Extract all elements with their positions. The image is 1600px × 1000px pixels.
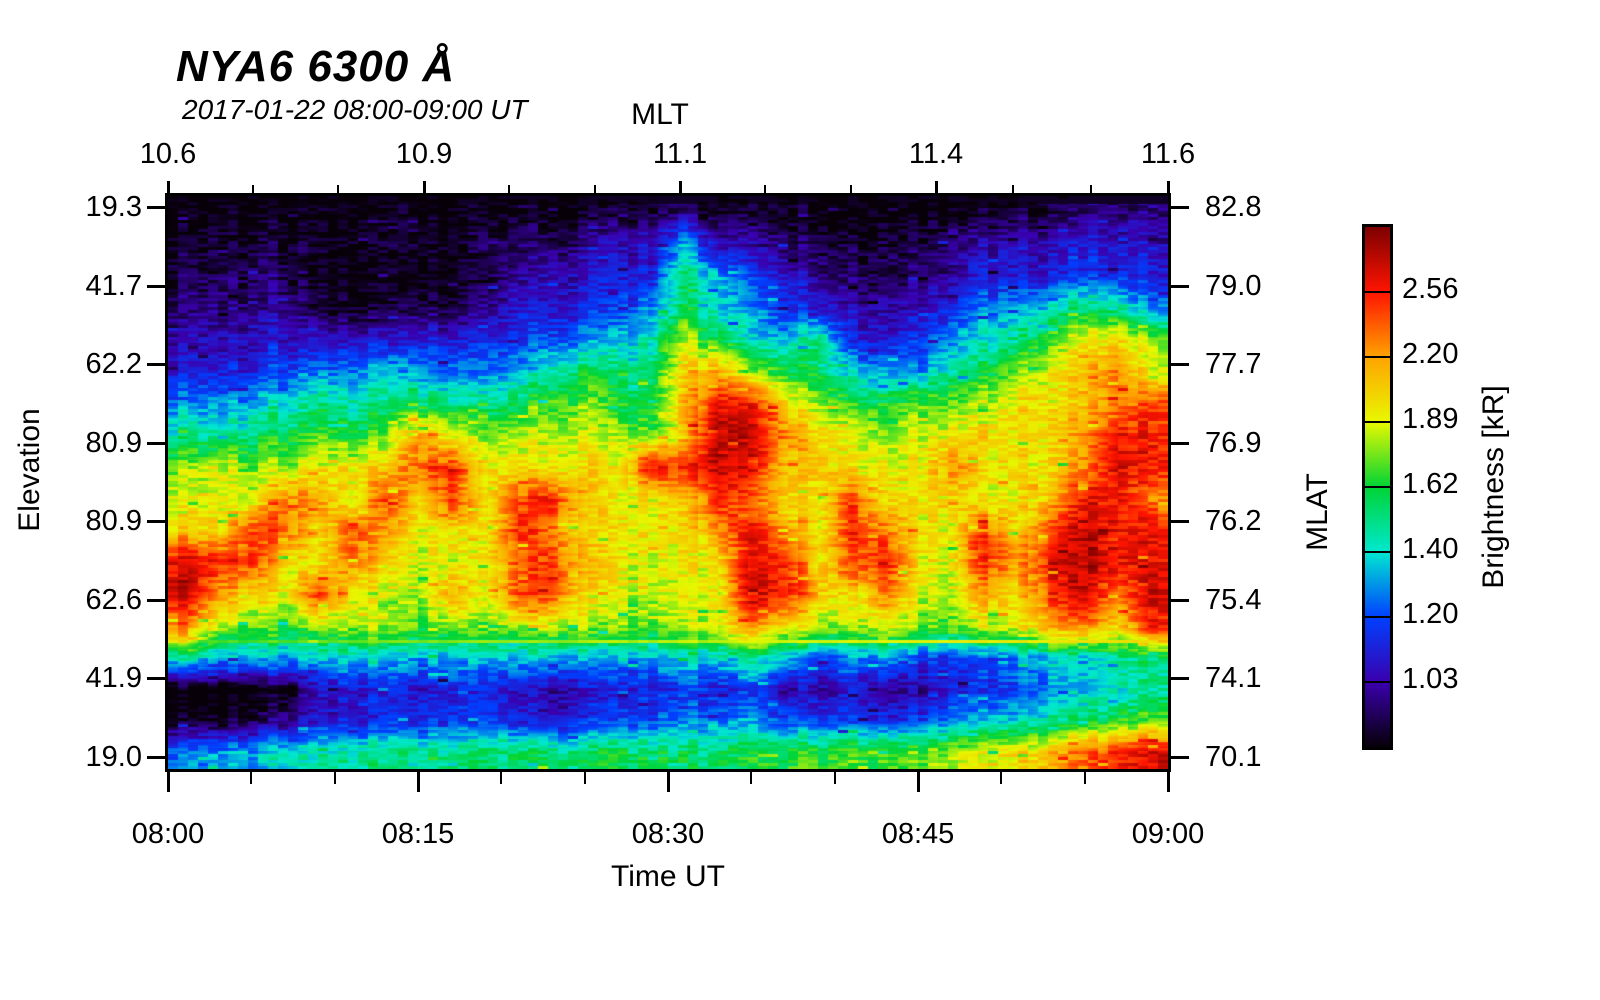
left-axis-label: Elevation: [13, 408, 46, 532]
top-tick-label: 10.6: [139, 138, 197, 170]
plot-frame: [165, 193, 1171, 772]
left-tick: [147, 205, 165, 209]
bottom-minor-tick: [1000, 772, 1002, 784]
left-tick: [147, 284, 165, 288]
left-tick: [147, 755, 165, 759]
bottom-tick-label: 08:15: [381, 818, 455, 850]
right-tick: [1171, 284, 1189, 288]
top-tick-label: 11.1: [652, 138, 708, 170]
top-minor-tick: [1012, 185, 1014, 193]
right-tick: [1171, 362, 1189, 366]
right-tick-label: 70.1: [1205, 741, 1262, 773]
left-tick-label: 62.6: [85, 584, 142, 616]
bottom-axis-label: Time UT: [611, 860, 725, 893]
bottom-minor-tick: [334, 772, 336, 784]
left-tick-label: 41.9: [85, 662, 142, 694]
figure-title: NYA6 6300 Å: [176, 42, 456, 91]
bottom-minor-tick: [1084, 772, 1086, 784]
top-tick-label: 10.9: [395, 138, 453, 170]
top-tick-label: 11.4: [908, 138, 964, 170]
right-tick-label: 79.0: [1205, 270, 1262, 302]
figure-subtitle: 2017-01-22 08:00-09:00 UT: [182, 94, 528, 125]
colorbar-segment: [1365, 292, 1390, 357]
bottom-tick-label: 08:00: [131, 818, 205, 850]
bottom-minor-tick: [250, 772, 252, 784]
colorbar: [1362, 224, 1393, 750]
bottom-minor-tick: [500, 772, 502, 784]
heatmap-canvas: [168, 196, 1168, 769]
top-minor-tick: [850, 185, 852, 193]
right-tick-label: 74.1: [1205, 662, 1262, 694]
top-major-tick: [166, 181, 170, 193]
bottom-minor-tick: [834, 772, 836, 784]
right-tick: [1171, 205, 1189, 209]
colorbar-divider: [1365, 486, 1390, 488]
left-tick: [147, 519, 165, 523]
right-tick: [1171, 598, 1189, 602]
top-major-tick: [422, 181, 426, 193]
bottom-major-tick: [166, 772, 170, 792]
right-tick: [1171, 519, 1189, 523]
top-minor-tick: [508, 185, 510, 193]
left-tick-label: 19.3: [85, 191, 142, 223]
top-minor-tick: [1090, 185, 1092, 193]
top-major-tick: [934, 181, 938, 193]
colorbar-divider: [1365, 356, 1390, 358]
colorbar-segment: [1365, 227, 1390, 292]
colorbar-segment: [1365, 617, 1390, 682]
bottom-tick-label: 08:45: [881, 818, 955, 850]
top-minor-tick: [337, 185, 339, 193]
left-tick-label: 19.0: [85, 741, 142, 773]
top-minor-tick: [594, 185, 596, 193]
top-minor-tick: [764, 185, 766, 193]
right-tick: [1171, 676, 1189, 680]
left-tick: [147, 598, 165, 602]
colorbar-divider: [1365, 421, 1390, 423]
colorbar-divider: [1365, 681, 1390, 683]
top-tick-label: 11.6: [1140, 138, 1196, 170]
left-tick-label: 41.7: [85, 270, 142, 302]
right-tick-label: 77.7: [1205, 348, 1262, 380]
right-tick: [1171, 441, 1189, 445]
right-tick: [1171, 755, 1189, 759]
top-major-tick: [1166, 181, 1170, 193]
right-axis-label: MLAT: [1301, 473, 1334, 551]
colorbar-tick-label: 1.20: [1402, 598, 1459, 630]
bottom-tick-label: 08:30: [631, 818, 705, 850]
colorbar-divider: [1365, 551, 1390, 553]
colorbar-segment: [1365, 552, 1390, 617]
bottom-major-tick: [1166, 772, 1170, 792]
bottom-major-tick: [666, 772, 670, 792]
bottom-tick-label: 09:00: [1131, 818, 1205, 850]
left-tick: [147, 441, 165, 445]
colorbar-divider: [1365, 291, 1390, 293]
left-tick: [147, 676, 165, 680]
colorbar-tick-label: 1.03: [1402, 663, 1459, 695]
top-axis-label: MLT: [631, 98, 689, 131]
bottom-minor-tick: [584, 772, 586, 784]
bottom-minor-tick: [750, 772, 752, 784]
bottom-major-tick: [916, 772, 920, 792]
colorbar-segment: [1365, 357, 1390, 422]
colorbar-divider: [1365, 616, 1390, 618]
top-minor-tick: [252, 185, 254, 193]
top-major-tick: [678, 181, 682, 193]
bottom-major-tick: [416, 772, 420, 792]
colorbar-tick-label: 2.20: [1402, 338, 1459, 370]
colorbar-tick-label: 2.56: [1402, 273, 1459, 305]
colorbar-segment: [1365, 422, 1390, 487]
right-tick-label: 82.8: [1205, 191, 1262, 223]
left-tick: [147, 362, 165, 366]
colorbar-segment: [1365, 487, 1390, 552]
colorbar-segment: [1365, 682, 1390, 747]
colorbar-label: Brightness [kR]: [1477, 385, 1510, 589]
